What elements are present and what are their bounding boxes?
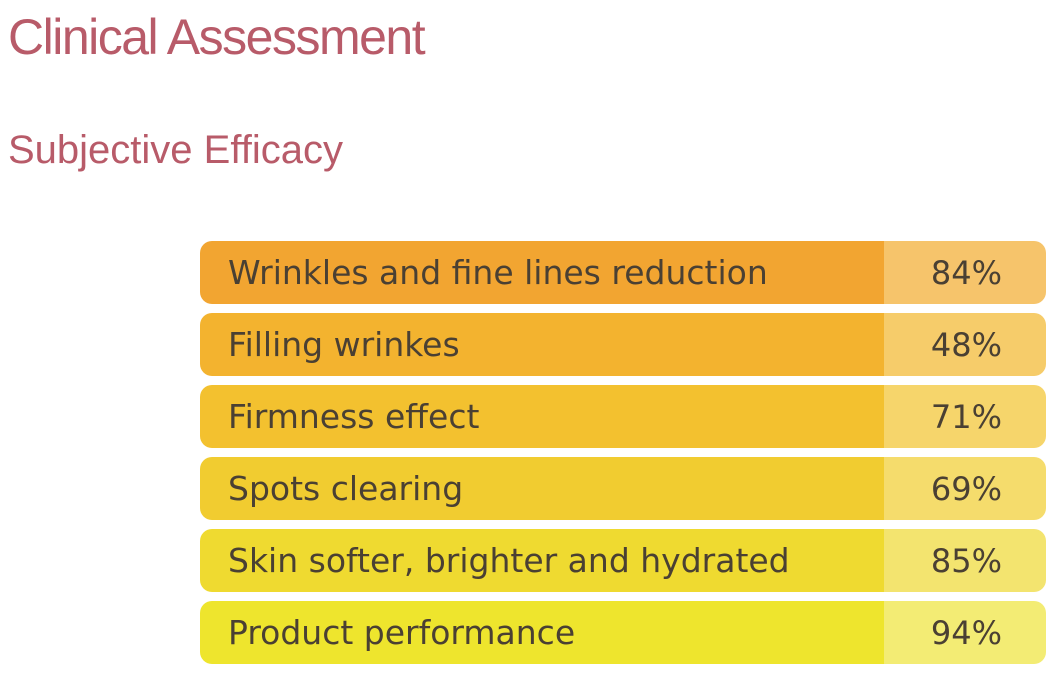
row-label: Wrinkles and fine lines reduction xyxy=(200,241,884,304)
row-label: Firmness effect xyxy=(200,385,884,448)
table-row: Filling wrinkes 48% xyxy=(200,313,1046,376)
row-value: 84% xyxy=(884,241,1046,304)
table-row: Firmness effect 71% xyxy=(200,385,1046,448)
efficacy-table: Wrinkles and fine lines reduction 84% Fi… xyxy=(200,241,1046,664)
page-title: Clinical Assessment xyxy=(8,9,426,65)
row-label: Filling wrinkes xyxy=(200,313,884,376)
row-label: Product performance xyxy=(200,601,884,664)
table-row: Spots clearing 69% xyxy=(200,457,1046,520)
row-value: 69% xyxy=(884,457,1046,520)
table-row: Skin softer, brighter and hydrated 85% xyxy=(200,529,1046,592)
row-label: Spots clearing xyxy=(200,457,884,520)
row-value: 48% xyxy=(884,313,1046,376)
section-subtitle: Subjective Efficacy xyxy=(8,128,343,172)
row-value: 85% xyxy=(884,529,1046,592)
row-label: Skin softer, brighter and hydrated xyxy=(200,529,884,592)
table-row: Product performance 94% xyxy=(200,601,1046,664)
row-value: 94% xyxy=(884,601,1046,664)
table-row: Wrinkles and fine lines reduction 84% xyxy=(200,241,1046,304)
row-value: 71% xyxy=(884,385,1046,448)
